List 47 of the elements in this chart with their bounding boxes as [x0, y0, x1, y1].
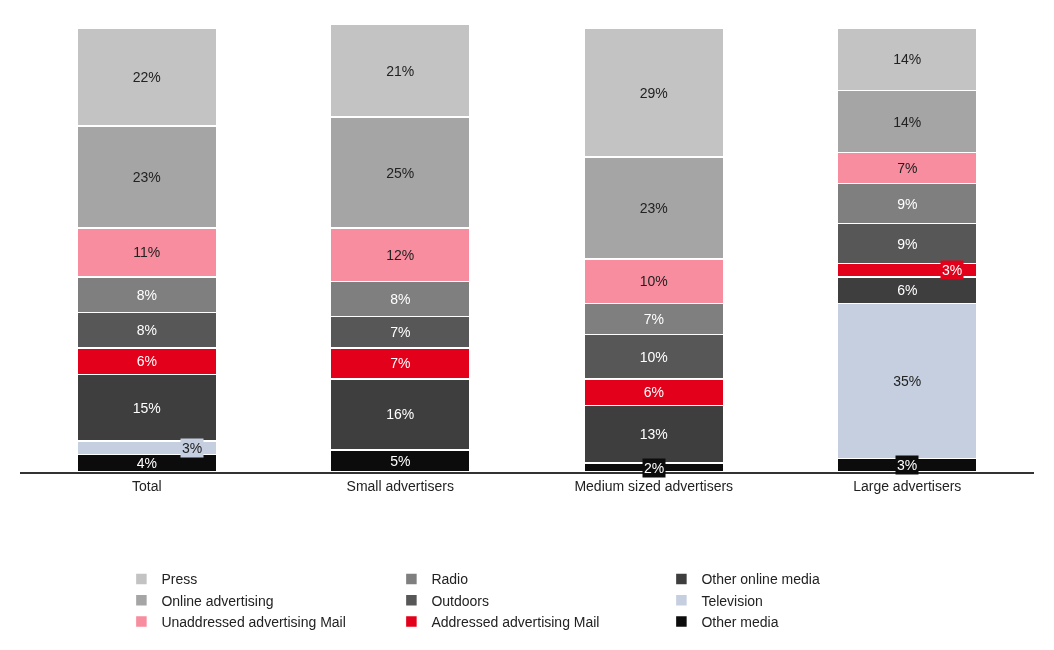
data-label: 2%: [644, 460, 665, 476]
legend-label: Other online media: [701, 571, 820, 588]
data-label: 3%: [182, 440, 203, 456]
data-label: 12%: [386, 246, 415, 263]
data-label: 4%: [136, 455, 157, 472]
data-label: 7%: [643, 310, 664, 327]
data-label: 6%: [136, 353, 157, 370]
data-label: 13%: [639, 426, 668, 443]
data-label: 14%: [893, 51, 922, 68]
legend-label: Addressed advertising Mail: [431, 613, 600, 630]
data-label: 22%: [132, 69, 161, 86]
data-label: 10%: [639, 273, 668, 290]
data-label: 23%: [639, 200, 668, 217]
data-label: 9%: [897, 195, 918, 212]
data-label: 23%: [132, 169, 161, 186]
data-label: 7%: [390, 324, 411, 341]
data-label: 29%: [639, 84, 668, 101]
legend-label: Other media: [701, 613, 779, 630]
x-tick-label: Large advertisers: [853, 477, 962, 494]
data-label: 8%: [390, 290, 411, 307]
data-label: 7%: [390, 355, 411, 372]
legend-label: Outdoors: [431, 592, 489, 609]
data-label: 7%: [897, 160, 918, 177]
data-label: 21%: [386, 62, 415, 79]
x-tick-label: Total: [131, 477, 162, 494]
x-tick-label: Small advertisers: [346, 477, 454, 494]
data-label: 10%: [639, 348, 668, 365]
legend-label: Press: [161, 571, 198, 588]
data-label: 8%: [136, 322, 157, 339]
legend-label: Radio: [431, 571, 469, 588]
data-label: 6%: [643, 384, 664, 401]
data-label: 15%: [132, 399, 161, 416]
legend-label: Online advertising: [161, 592, 274, 609]
data-label: 11%: [133, 244, 161, 261]
x-tick-label: Medium sized advertisers: [574, 477, 734, 494]
data-label: 5%: [390, 452, 411, 469]
legend-label: Television: [701, 592, 763, 609]
data-label: 9%: [897, 235, 918, 252]
data-label: 3%: [942, 262, 963, 278]
data-label: 6%: [897, 282, 918, 299]
data-label: 3%: [897, 457, 918, 473]
data-label: 8%: [136, 286, 157, 303]
data-label: 25%: [386, 164, 415, 181]
data-label: 14%: [893, 113, 922, 130]
data-label: 35%: [893, 373, 922, 390]
legend-label: Unaddressed advertising Mail: [161, 613, 346, 630]
data-label: 16%: [386, 406, 415, 423]
